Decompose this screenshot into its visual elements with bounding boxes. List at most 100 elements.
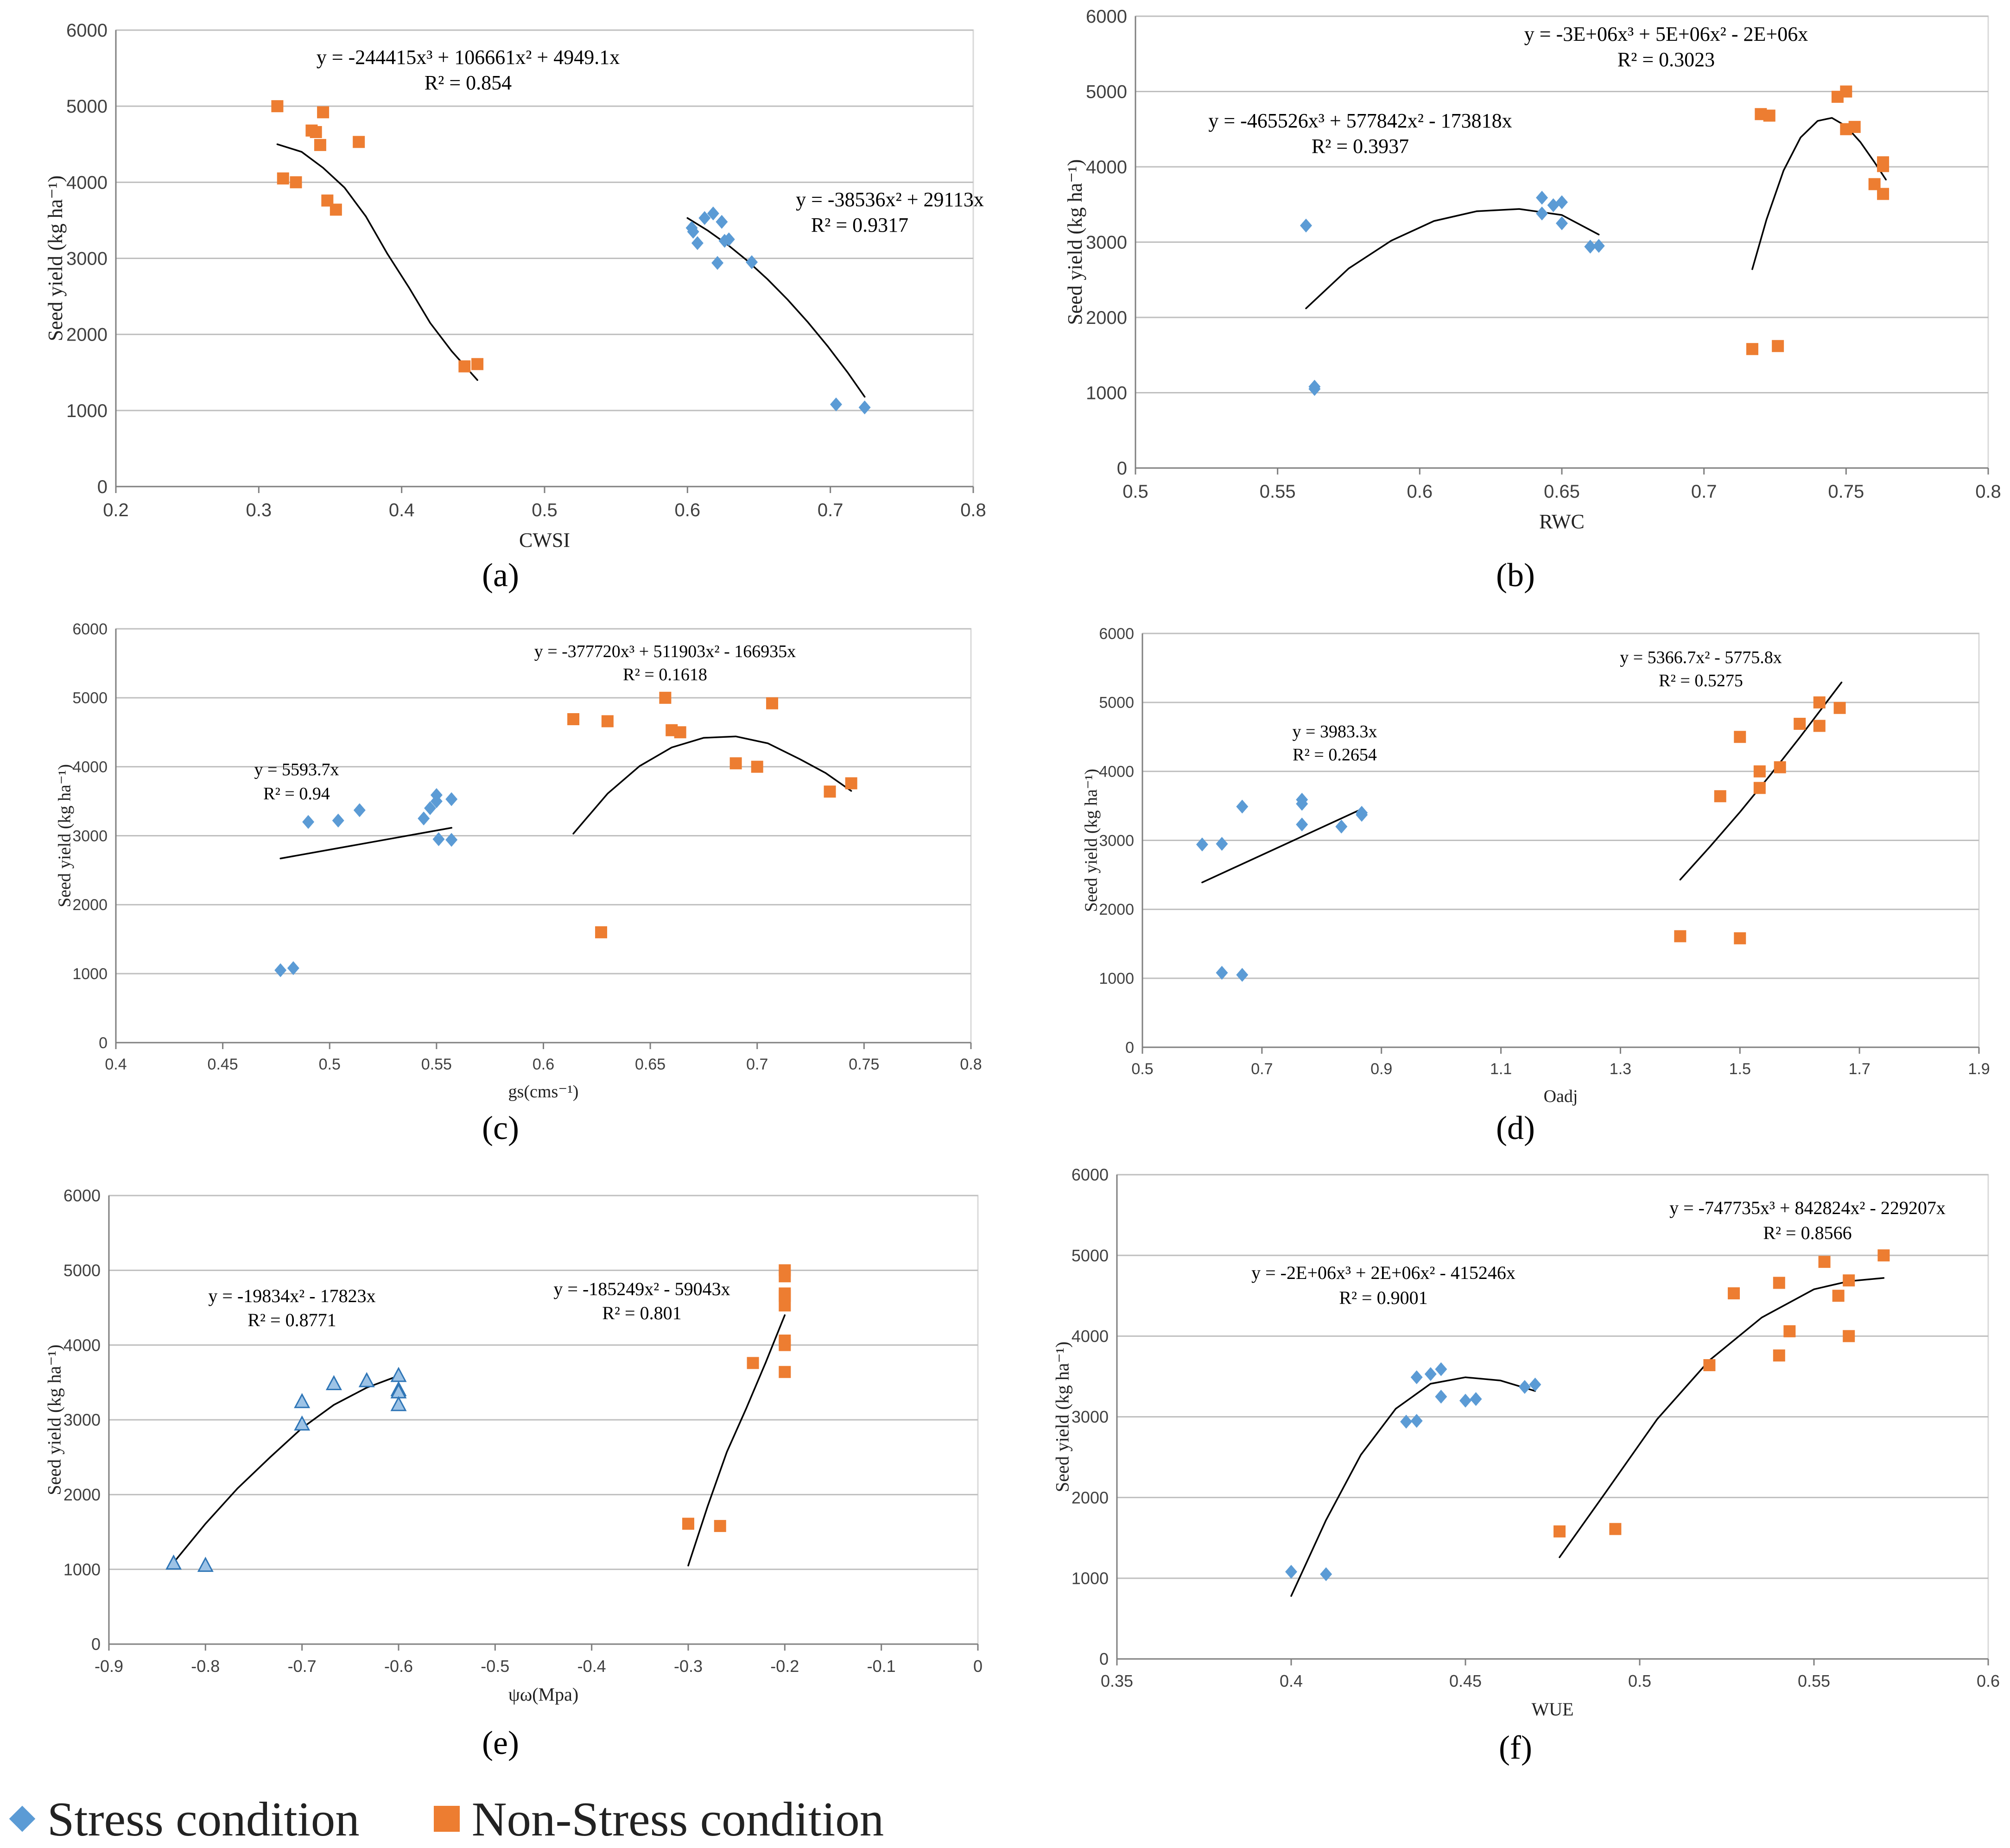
data-point xyxy=(1773,1277,1785,1289)
y-tick-label: 5000 xyxy=(1072,1246,1109,1265)
data-point xyxy=(1772,340,1784,352)
series-nonstress: y = -185249x² - 59043x R² = 0.801 xyxy=(553,1264,791,1567)
x-tick-label: 0.8 xyxy=(1975,481,2001,502)
data-point xyxy=(277,172,289,185)
x-tick-label: 0.6 xyxy=(675,500,701,520)
data-point xyxy=(830,397,842,411)
data-point xyxy=(1592,239,1605,253)
y-axis-title: Seed yield (kg ha⁻¹) xyxy=(1081,769,1101,912)
x-tick-label: 0.6 xyxy=(1407,481,1433,502)
trendline-equation: y = -185249x² - 59043x xyxy=(553,1278,730,1299)
y-tick-label: 0 xyxy=(97,477,108,497)
data-point xyxy=(458,360,471,373)
series-nonstress: y = -377720x³ + 511903x² - 166935x R² = 0… xyxy=(534,642,857,938)
data-point xyxy=(716,215,728,229)
y-tick-label: 6000 xyxy=(1072,1165,1109,1184)
panel-label: (d) xyxy=(1496,1109,1535,1146)
data-point xyxy=(1424,1367,1437,1381)
y-tick-label: 3000 xyxy=(1072,1407,1109,1426)
data-point xyxy=(1734,932,1746,944)
data-point xyxy=(330,203,342,216)
data-point xyxy=(1848,120,1861,133)
x-tick-label: 0.6 xyxy=(1977,1671,2000,1690)
y-tick-label: 0 xyxy=(91,1635,101,1654)
trend-line xyxy=(1559,1277,1885,1558)
legend-diamond-marker xyxy=(9,1805,36,1832)
x-tick-label: 1.5 xyxy=(1729,1060,1751,1078)
x-tick-label: 0.3 xyxy=(246,500,272,520)
y-tick-label: 0 xyxy=(99,1034,108,1052)
series-stress: y = 3983.3x R² = 0.2654 xyxy=(1196,722,1377,982)
x-tick-label: 0.75 xyxy=(1828,481,1864,502)
y-tick-label: 3000 xyxy=(72,827,108,845)
y-tick-label: 5000 xyxy=(1086,82,1127,102)
data-point xyxy=(1877,188,1890,200)
x-tick-label: 0.55 xyxy=(421,1056,452,1073)
data-point xyxy=(1285,1564,1297,1579)
data-point xyxy=(390,1396,407,1411)
series-stress: y = 5593.7x R² = 0.94 xyxy=(254,760,458,977)
x-tick-label: -0.5 xyxy=(481,1657,509,1676)
trendline-equation: y = -747735x³ + 842824x² - 229207x xyxy=(1669,1197,1946,1218)
y-tick-label: 5000 xyxy=(63,1261,101,1280)
data-point xyxy=(1196,837,1208,852)
data-point xyxy=(845,777,857,790)
x-tick-label: 1.1 xyxy=(1490,1060,1512,1078)
legend-stress: Stress condition xyxy=(9,1791,360,1847)
x-axis-title: RWC xyxy=(1539,510,1585,533)
y-tick-label: 0 xyxy=(1125,1039,1134,1057)
y-tick-label: 4000 xyxy=(1099,763,1134,781)
y-tick-label: 1000 xyxy=(1099,970,1134,987)
data-point xyxy=(824,785,836,798)
data-point xyxy=(1216,836,1228,851)
data-point xyxy=(353,136,365,148)
data-point xyxy=(314,139,326,151)
data-point xyxy=(1584,240,1597,254)
data-point xyxy=(353,803,366,817)
data-point xyxy=(390,1367,407,1382)
data-point xyxy=(1236,799,1249,814)
x-tick-label: 0.4 xyxy=(1280,1671,1303,1690)
r-squared-label: R² = 0.8771 xyxy=(247,1310,336,1330)
legend-nonstress-label: Non-Stress condition xyxy=(471,1791,884,1846)
data-point xyxy=(682,1518,694,1530)
data-point xyxy=(310,126,322,138)
trend-line xyxy=(572,735,852,835)
y-tick-label: 6000 xyxy=(66,20,108,41)
data-point xyxy=(674,726,686,739)
series-stress: y = -38536x² + 29113x R² = 0.9317 xyxy=(685,188,984,415)
y-tick-label: 1000 xyxy=(63,1560,101,1579)
data-point xyxy=(601,715,614,728)
data-point xyxy=(723,232,735,247)
data-point xyxy=(1400,1414,1413,1429)
data-point xyxy=(1818,1256,1831,1268)
legend-square-marker xyxy=(433,1806,460,1832)
data-point xyxy=(1556,216,1568,230)
r-squared-label: R² = 0.1618 xyxy=(623,665,707,684)
y-tick-label: 0 xyxy=(1117,458,1127,479)
x-tick-label: -0.2 xyxy=(770,1657,799,1676)
x-tick-label: 0.5 xyxy=(532,500,558,520)
r-squared-label: R² = 0.3937 xyxy=(1312,135,1409,158)
trendline-equation: y = 5366.7x² - 5775.8x xyxy=(1620,648,1782,667)
x-tick-label: 0.8 xyxy=(960,1056,982,1073)
legend: Stress condition Non-Stress condition xyxy=(9,1791,884,1847)
y-tick-label: 4000 xyxy=(63,1335,101,1354)
data-point xyxy=(325,1375,342,1391)
data-point xyxy=(1435,1389,1447,1404)
chart-panel: 0 1000 2000 3000 4000 5000 6000 0.4 0.45 0.5 0.55 0… xyxy=(55,620,982,1146)
y-tick-label: 1000 xyxy=(1072,1569,1109,1588)
data-point xyxy=(691,236,704,250)
data-point xyxy=(274,963,287,977)
series-stress: y = -465526x³ + 577842x² - 173818x R² = 0… xyxy=(1208,109,1605,396)
trendline-equation: y = -3E+06x³ + 5E+06x² - 2E+06x xyxy=(1524,23,1808,45)
data-point xyxy=(1753,765,1766,778)
y-tick-label: 4000 xyxy=(72,759,108,776)
y-tick-label: 2000 xyxy=(1072,1488,1109,1507)
y-tick-label: 2000 xyxy=(63,1485,101,1504)
data-point xyxy=(1609,1523,1622,1535)
data-point xyxy=(698,211,711,225)
data-point xyxy=(1813,696,1826,709)
data-point xyxy=(779,1299,791,1312)
